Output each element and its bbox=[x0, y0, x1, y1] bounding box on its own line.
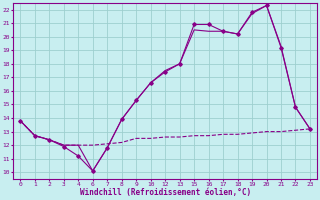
X-axis label: Windchill (Refroidissement éolien,°C): Windchill (Refroidissement éolien,°C) bbox=[80, 188, 251, 197]
